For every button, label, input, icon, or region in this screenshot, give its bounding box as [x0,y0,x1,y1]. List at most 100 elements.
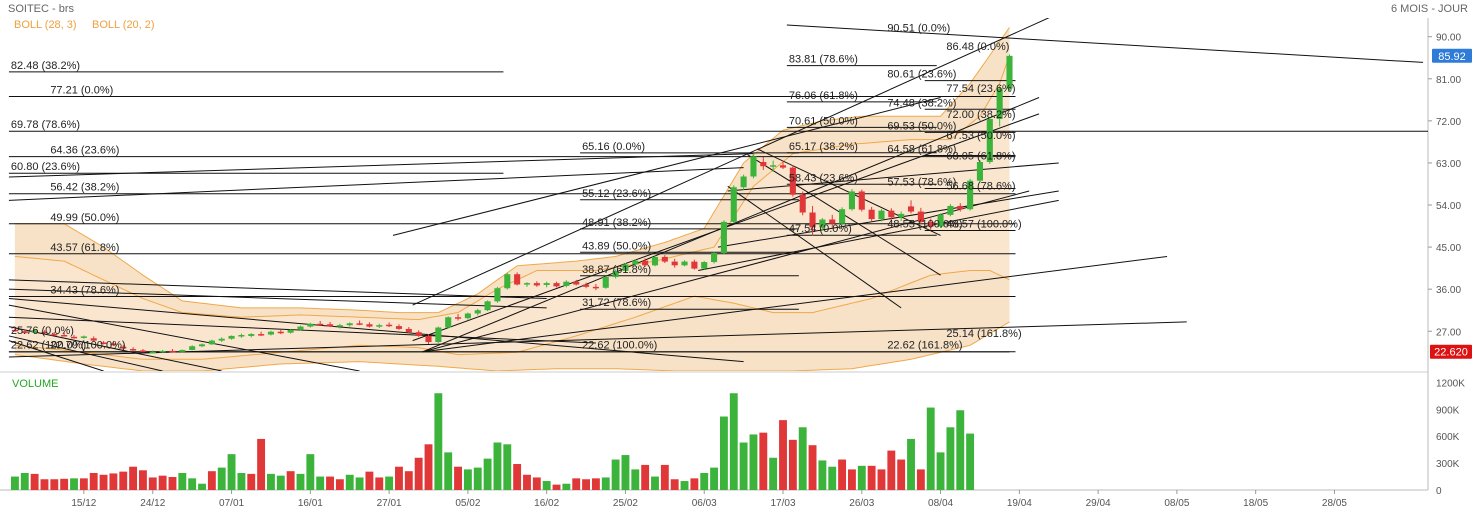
volume-bar [779,420,787,490]
volume-bar [591,478,600,490]
volume-bar [129,466,138,490]
volume-bar [89,472,98,490]
candle [336,323,343,329]
price-tick-label: 63.00 [1436,159,1461,170]
candle-body [258,334,265,336]
candle [533,281,540,287]
candle [799,191,806,216]
volume-bar [424,444,433,490]
fib-label: 72.00 (38.2%) [946,109,1015,121]
volume-tick-label: 0 [1436,486,1442,497]
candle-body [809,212,816,228]
candle-body [740,176,747,188]
volume-bar [916,469,925,490]
candle-body [100,342,107,344]
volume-bar [40,479,49,490]
volume-bar [198,483,206,490]
fib-label: 77.54 (23.6%) [946,83,1015,95]
candle [553,281,560,288]
trend-line [8,335,163,371]
candle [563,280,570,288]
candle-body [947,205,954,215]
volume-bar [621,455,630,490]
volume-bar [207,471,216,490]
volume-bar [631,469,640,490]
trend-line [412,18,1050,306]
volume-bar [828,466,837,490]
candle [454,313,462,321]
fib-label: 70.61 (50.0%) [789,115,858,127]
candle [701,261,708,270]
candle-body [937,214,944,227]
candle [356,320,363,326]
fib-label: 22.62 (100.0%) [11,340,86,352]
candle-body [543,283,550,285]
candle-body [366,324,373,327]
trend-line [727,185,902,309]
fib-label: 76.06 (61.8%) [789,90,858,102]
candle-body [819,219,826,228]
candle [740,174,747,191]
date-tick-label: 07/01 [219,498,244,509]
price-tick-label: 72.00 [1436,117,1461,128]
candle [307,322,314,328]
candle-body [395,326,403,329]
candle-body [720,221,727,254]
volume-bar [700,472,709,490]
candle [346,322,353,327]
candle [484,300,491,312]
volume-bar [523,474,531,490]
date-tick-label: 15/12 [71,498,96,509]
fib-label: 43.57 (61.8%) [50,242,119,254]
bollinger-bands [14,27,1010,371]
candle-body [612,270,619,278]
candle [622,262,629,273]
drawn-lines [8,18,1428,371]
candle [967,178,974,211]
candle [927,218,934,231]
fib-label: 67.53 (50.0%) [946,130,1015,142]
date-tick-label: 17/03 [770,498,795,509]
candle [986,117,993,164]
candle [238,333,245,338]
volume-bar [473,467,482,490]
candle [809,205,816,236]
candle-body [307,323,314,327]
fib-label: 63.05 (61.8%) [946,151,1015,163]
candle [130,347,137,351]
candle [868,206,875,221]
fibonacci-labels: 82.48 (38.2%) 77.21 (0.0%) 69.78 (78.6%) 64… [11,22,1022,351]
candle-body [189,346,196,350]
candle-body [523,283,531,285]
candle [228,335,235,340]
candle [602,276,609,289]
candle [287,328,294,334]
candle-body [888,210,895,218]
candle [612,269,619,279]
candle [435,326,442,343]
candle [651,255,659,267]
candle-body [130,349,137,351]
fib-label: 55.12 (23.6%) [582,188,651,200]
candle-body [898,213,905,218]
candle [888,208,895,222]
volume-bar [119,471,128,490]
candle [878,209,885,222]
candle-body [317,323,324,326]
trend-line [8,321,1187,358]
candle [208,339,215,345]
fib-label: 64.36 (23.6%) [50,145,119,157]
volume-bar [739,442,748,490]
volume-bar [375,477,384,490]
candle [258,331,265,336]
volume-bar [355,477,364,490]
candle-body [829,219,836,224]
date-tick-label: 24/12 [140,498,165,509]
candle [425,334,432,344]
volume-bar [267,473,275,490]
volume-bar [168,477,177,490]
candle-body [356,323,363,325]
volume-bar [60,478,69,490]
price-tick-label: 81.00 [1436,75,1461,86]
volume-bar [601,477,610,490]
